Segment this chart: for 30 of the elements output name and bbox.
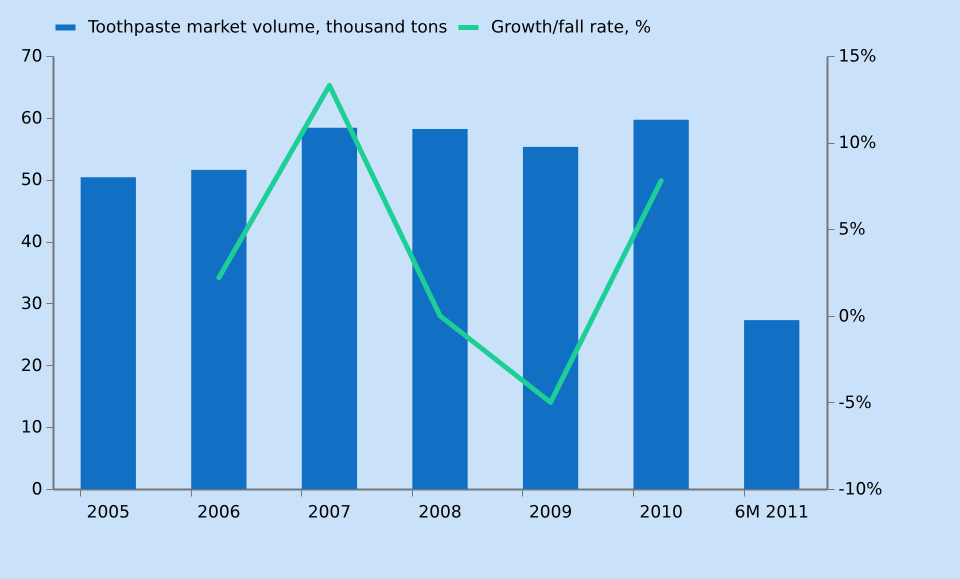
- y-tick-label: 0: [32, 480, 42, 500]
- y-tick-label: 30: [20, 294, 42, 314]
- bar: [412, 128, 468, 489]
- y2-tick-label: 15%: [838, 46, 876, 66]
- y-tick-label: 70: [20, 46, 42, 66]
- y-tick-label: 20: [20, 356, 42, 376]
- y-tick-label: 50: [20, 170, 42, 190]
- x-tick-label: 6M 2011: [734, 502, 809, 522]
- x-tick-label: 2005: [86, 502, 130, 522]
- bar: [634, 120, 689, 489]
- bar: [80, 177, 136, 489]
- y2-tick-label: 5%: [838, 220, 866, 240]
- bar: [522, 146, 578, 489]
- y2-tick-label: 0%: [838, 306, 866, 326]
- y-tick-label: 60: [20, 108, 42, 128]
- y2-tick-label: 10%: [838, 133, 876, 154]
- bar: [302, 128, 358, 489]
- y-tick-label: 40: [20, 232, 42, 252]
- y-tick-label: 10: [20, 418, 42, 438]
- bar: [191, 170, 246, 489]
- x-tick-label: 2010: [640, 502, 683, 522]
- x-tick-label: 2008: [418, 502, 462, 522]
- legend-label: Toothpaste market volume, thousand tons: [87, 18, 448, 38]
- y2-tick-label: -10%: [838, 480, 882, 500]
- x-tick-label: 2006: [197, 502, 240, 522]
- y2-tick-label: -5%: [838, 392, 872, 413]
- x-tick-label: 2007: [308, 502, 352, 522]
- legend-label: Growth/fall rate, %: [491, 18, 652, 38]
- x-tick-label: 2009: [528, 502, 572, 522]
- bar: [744, 320, 800, 489]
